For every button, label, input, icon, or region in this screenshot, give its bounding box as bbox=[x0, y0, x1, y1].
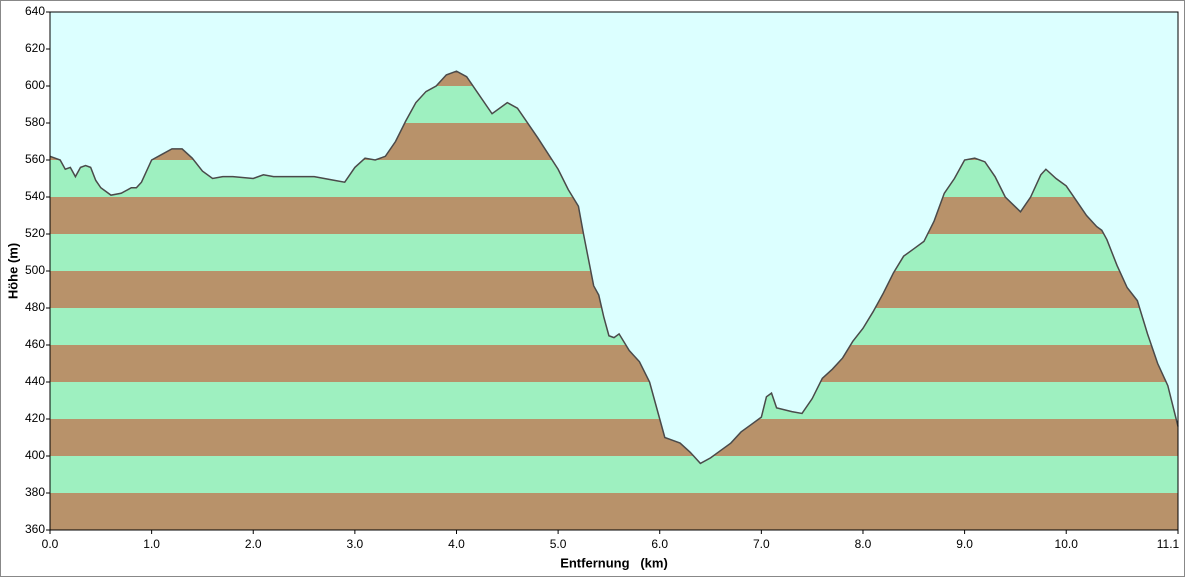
x-tick-label: 2.0 bbox=[245, 537, 262, 551]
y-tick-label: 640 bbox=[25, 4, 45, 18]
y-tick-label: 420 bbox=[25, 411, 45, 425]
y-tick-label: 580 bbox=[25, 115, 45, 129]
x-tick-label: 6.0 bbox=[651, 537, 668, 551]
elevation-band bbox=[50, 456, 1178, 493]
y-tick-label: 560 bbox=[25, 152, 45, 166]
elevation-band bbox=[50, 382, 1178, 419]
x-tick-label: 7.0 bbox=[753, 537, 770, 551]
y-tick-label: 540 bbox=[25, 189, 45, 203]
x-tick-label: 4.0 bbox=[448, 537, 465, 551]
elevation-band bbox=[50, 345, 1178, 382]
x-tick-label: 10.0 bbox=[1055, 537, 1079, 551]
y-tick-label: 380 bbox=[25, 485, 45, 499]
y-tick-label: 460 bbox=[25, 337, 45, 351]
x-tick-label: 8.0 bbox=[855, 537, 872, 551]
y-axis-title: Höhe (m) bbox=[5, 243, 20, 299]
y-tick-label: 440 bbox=[25, 374, 45, 388]
x-tick-label: 9.0 bbox=[956, 537, 973, 551]
elevation-line bbox=[49, 70, 1179, 465]
x-tick-label: 3.0 bbox=[347, 537, 364, 551]
x-tick-label: 1.0 bbox=[143, 537, 160, 551]
y-tick-label: 400 bbox=[25, 448, 45, 462]
y-tick-label: 620 bbox=[25, 41, 45, 55]
y-tick-label: 360 bbox=[25, 522, 45, 536]
x-tick-label: 5.0 bbox=[550, 537, 567, 551]
x-axis-title: Entfernung (km) bbox=[560, 555, 668, 570]
y-tick-label: 600 bbox=[25, 78, 45, 92]
x-tick-label: 11.1 bbox=[1157, 537, 1180, 551]
elevation-band bbox=[50, 493, 1178, 530]
x-tick-label: 0.0 bbox=[42, 537, 59, 551]
y-tick-label: 520 bbox=[25, 226, 45, 240]
y-tick-label: 480 bbox=[25, 300, 45, 314]
elevation-band bbox=[50, 419, 1178, 456]
y-tick-label: 500 bbox=[25, 263, 45, 277]
